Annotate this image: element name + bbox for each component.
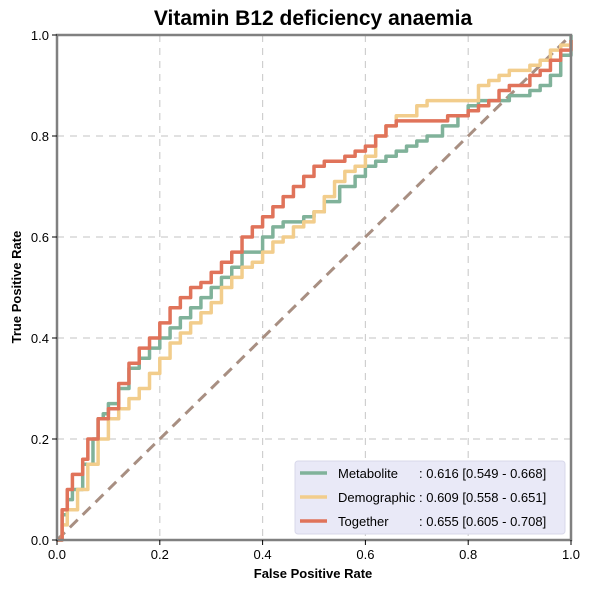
legend-auc-together: : 0.655 [0.605 - 0.708] [419,514,546,529]
series-line-together [57,40,573,542]
x-tick-label: 0.6 [356,547,374,562]
legend-label-demographic: Demographic [338,490,416,505]
y-tick-label: 0.2 [31,432,49,447]
legend-box [294,460,566,535]
series-line-metabolite [57,35,573,542]
chart-title: Vitamin B12 deficiency anaemia [154,7,473,30]
legend-label-together: Together [338,514,389,529]
reference-line [55,33,573,542]
x-tick-label: 1.0 [562,547,580,562]
legend: Metabolite : 0.616 [0.549 - 0.668]Demogra… [294,460,566,535]
plot-frame [55,33,573,542]
y-axis-label: True Positive Rate [9,231,24,344]
legend-label-metabolite: Metabolite [338,466,398,481]
series-line-demographic [57,40,573,542]
x-axis-label: False Positive Rate [254,566,373,581]
legend-auc-demographic: : 0.609 [0.558 - 0.651] [419,490,546,505]
x-tick-label: 0.4 [254,547,272,562]
reference-diagonal-line [55,33,573,542]
series-lines [57,35,573,542]
axis-ticks: 0.0 0.2 0.4 0.6 0.8 1.0 0.0 0.2 0.4 0.6 0.8 1.0 [31,28,580,562]
grid [57,35,571,540]
y-tick-label: 0.8 [31,129,49,144]
x-tick-label: 0.8 [459,547,477,562]
x-tick-label: 0.2 [151,547,169,562]
legend-auc-metabolite: : 0.616 [0.549 - 0.668] [419,466,546,481]
y-tick-label: 0.0 [31,533,49,548]
y-tick-label: 0.4 [31,331,49,346]
y-tick-label: 1.0 [31,28,49,43]
y-tick-label: 0.6 [31,230,49,245]
x-tick-label: 0.0 [48,547,66,562]
